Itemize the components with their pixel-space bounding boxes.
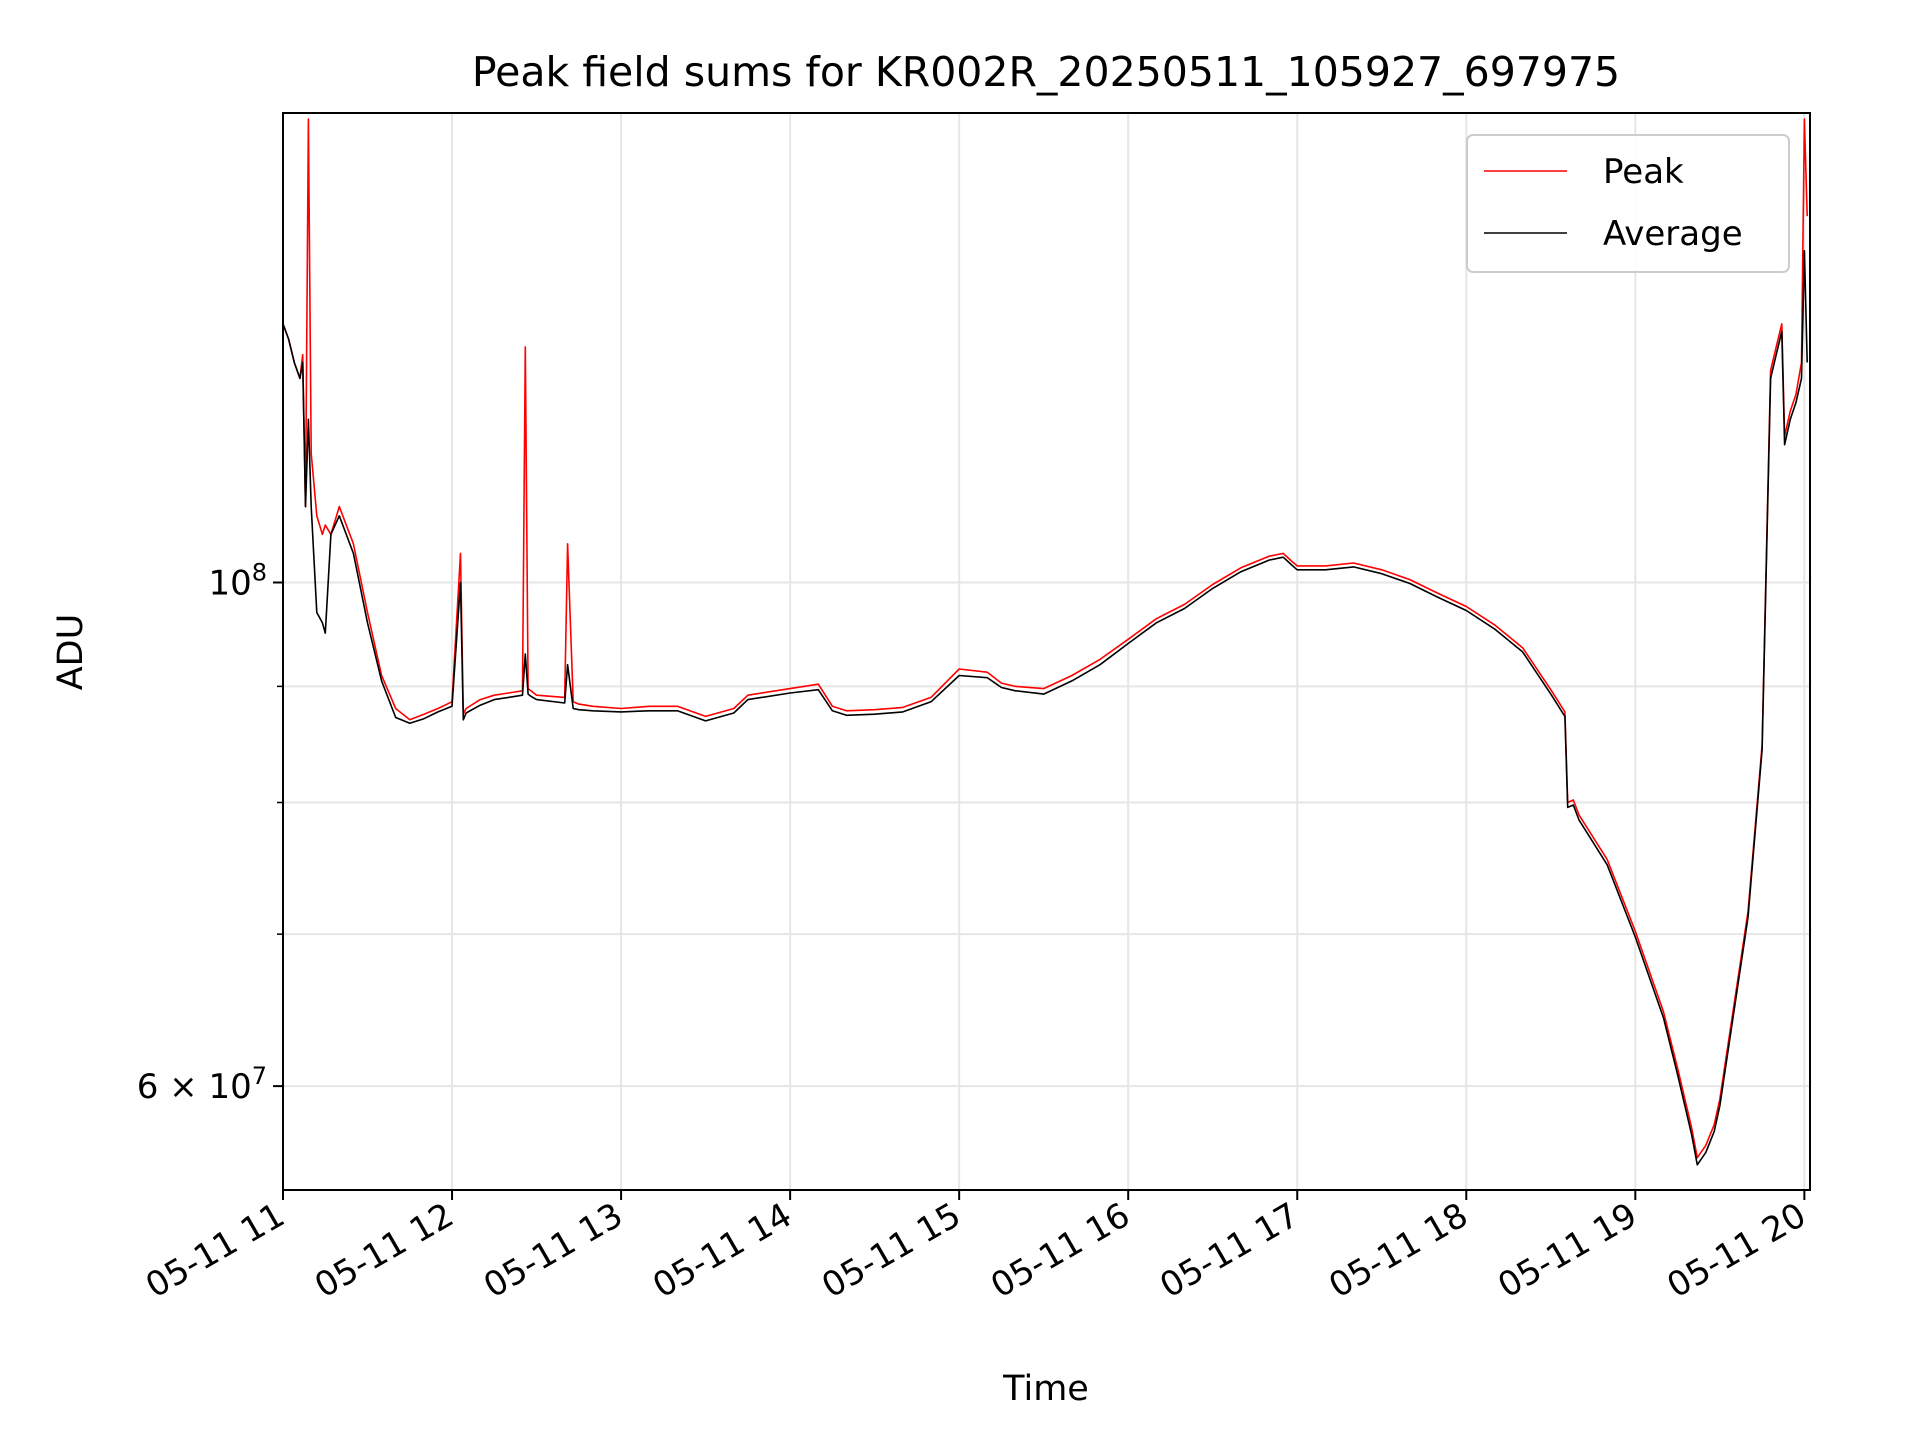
series-line-average <box>282 250 1808 1166</box>
y-axis-label: ADU <box>51 614 91 691</box>
grid <box>282 113 1810 1190</box>
legend-label-average: Average <box>1603 214 1743 254</box>
plot-frame <box>282 112 1811 1191</box>
chart-title: Peak field sums for KR002R_20250511_1059… <box>472 48 1620 96</box>
legend: Peak Average <box>1466 134 1790 273</box>
series-line-peak <box>282 118 1808 1159</box>
series-layer <box>282 118 1808 1166</box>
legend-box <box>1466 134 1790 273</box>
y-tick-label: 6 × 107 <box>137 1062 267 1107</box>
legend-label-peak: Peak <box>1603 152 1684 192</box>
x-axis-label: Time <box>1002 1369 1089 1409</box>
